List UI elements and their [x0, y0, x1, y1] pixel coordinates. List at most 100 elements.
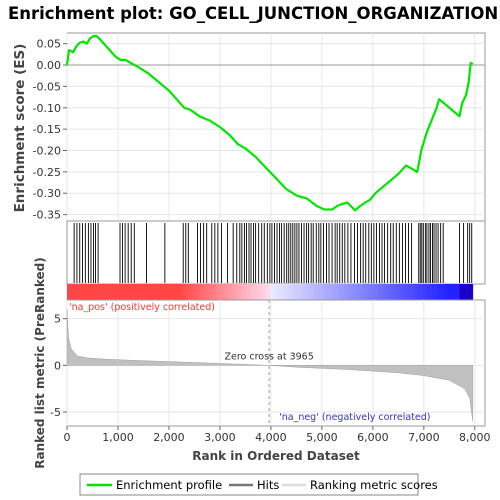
color-bar-segment — [195, 284, 200, 300]
color-bar-segment — [313, 284, 318, 300]
negative-correlation-label: 'na_neg' (negatively correlated) — [279, 412, 430, 423]
zero-cross-label: Zero cross at 3965 — [224, 351, 313, 362]
metric-tick-label: 5 — [54, 313, 61, 326]
color-bar-segment — [124, 284, 129, 300]
color-bar-segment — [239, 284, 244, 300]
metric-tick-label: -5 — [50, 406, 61, 419]
color-bar-segment — [310, 284, 315, 300]
color-bar-segment — [344, 284, 349, 300]
color-bar-segment — [269, 284, 274, 300]
color-bar-segment — [188, 284, 193, 300]
x-tick-label: 2,000 — [153, 431, 185, 444]
color-bar-segment — [249, 284, 254, 300]
color-bar-segment — [192, 284, 196, 300]
color-bar-segment — [168, 284, 173, 300]
color-bar-segment — [411, 284, 416, 300]
color-bar-segment — [307, 284, 311, 300]
color-bar-segment — [388, 284, 393, 300]
color-bar-segment — [273, 284, 278, 300]
x-tick-label: 4,000 — [255, 431, 287, 444]
color-bar-segment — [90, 284, 95, 300]
es-panel — [66, 32, 486, 222]
color-bar-segment — [181, 284, 186, 300]
color-bar-segment — [144, 284, 149, 300]
color-bar-segment — [114, 284, 119, 300]
color-bar-segment — [415, 284, 420, 300]
color-bar-segment — [438, 284, 443, 300]
color-bar-segment — [178, 284, 183, 300]
color-bar-segment — [151, 284, 156, 300]
color-bar-segment — [236, 284, 240, 300]
color-bar-segment — [354, 284, 359, 300]
color-bar-segment — [80, 284, 85, 300]
color-bar-segment — [418, 284, 423, 300]
color-bar-segment — [219, 284, 223, 300]
es-tick-label: -0.20 — [33, 145, 61, 158]
color-bar-segment — [256, 284, 261, 300]
legend-label-hits: Hits — [257, 478, 279, 492]
es-tick-label: -0.10 — [33, 102, 61, 115]
color-bar-segment — [394, 284, 399, 300]
es-y-axis-label: Enrichment score (ES) — [12, 44, 28, 213]
color-bar-segment — [148, 284, 152, 300]
color-bar-segment — [445, 284, 450, 300]
color-bar-segment — [158, 284, 163, 300]
color-bar-segment — [259, 284, 264, 300]
color-bar-segment — [202, 284, 207, 300]
color-bar-segment — [381, 284, 386, 300]
color-bar-segment — [367, 284, 372, 300]
es-tick-label: -0.25 — [33, 166, 61, 179]
color-bar-segment — [442, 284, 447, 300]
color-bar-segment — [229, 284, 234, 300]
es-tick-label: -0.30 — [33, 187, 61, 200]
color-bar-segment — [215, 284, 220, 300]
color-bar-segment — [337, 284, 342, 300]
enrichment-profile-line — [65, 34, 474, 212]
color-bar-segment — [225, 284, 230, 300]
color-bar-segment — [286, 284, 291, 300]
color-bar-segment — [401, 284, 406, 300]
color-bar-segment — [127, 284, 132, 300]
color-bar-segment — [357, 284, 362, 300]
color-bar-segment — [212, 284, 217, 300]
color-bar-segment — [198, 284, 203, 300]
rank-color-bar — [67, 284, 474, 300]
x-tick-label: 7,000 — [408, 431, 440, 444]
x-tick-label: 6,000 — [357, 431, 389, 444]
color-bar-segment — [104, 284, 108, 300]
x-axis-ticks: 0 1,000 2,000 3,000 4,000 5,000 6,000 7,000 8,00… — [64, 426, 491, 444]
color-bar-segment — [87, 284, 92, 300]
color-bar-segment — [175, 284, 179, 300]
es-tick-label: -0.05 — [33, 80, 61, 93]
color-bar-segment — [347, 284, 352, 300]
x-tick-label: 5,000 — [306, 431, 338, 444]
color-bar-segment — [351, 284, 355, 300]
color-bar-segment — [378, 284, 382, 300]
color-bar-segment — [330, 284, 335, 300]
metric-y-axis-label: Ranked list metric (PreRanked) — [33, 257, 47, 469]
color-bar-segment — [185, 284, 190, 300]
x-tick-label: 1,000 — [102, 431, 134, 444]
metric-y-ticks: 5 0 -5 — [50, 313, 67, 419]
color-bar-segment — [67, 284, 71, 300]
legend-label-enrichment: Enrichment profile — [116, 478, 222, 492]
color-bar-segment — [449, 284, 453, 300]
color-bar-segment — [222, 284, 227, 300]
color-bar-segment — [455, 284, 460, 300]
color-bar-segment — [340, 284, 345, 300]
color-bar-segment — [266, 284, 271, 300]
color-bar-segment — [361, 284, 365, 300]
color-bar-segment — [459, 284, 473, 300]
chart-title: Enrichment plot: GO_CELL_JUNCTION_ORGANI… — [8, 4, 498, 23]
legend-label-ranking: Ranking metric scores — [310, 478, 438, 492]
color-bar-segment — [97, 284, 102, 300]
color-bar-segment — [327, 284, 332, 300]
hits-panel — [66, 220, 486, 285]
es-tick-label: -0.35 — [33, 209, 61, 222]
color-bar-segment — [334, 284, 338, 300]
es-y-ticks: 0.05 0.00 -0.05 -0.10 -0.15 -0.20 -0.25 -0.30 -0… — [33, 38, 67, 222]
color-bar-segment — [374, 284, 379, 300]
color-bar-segment — [422, 284, 426, 300]
color-bar-segment — [452, 284, 457, 300]
